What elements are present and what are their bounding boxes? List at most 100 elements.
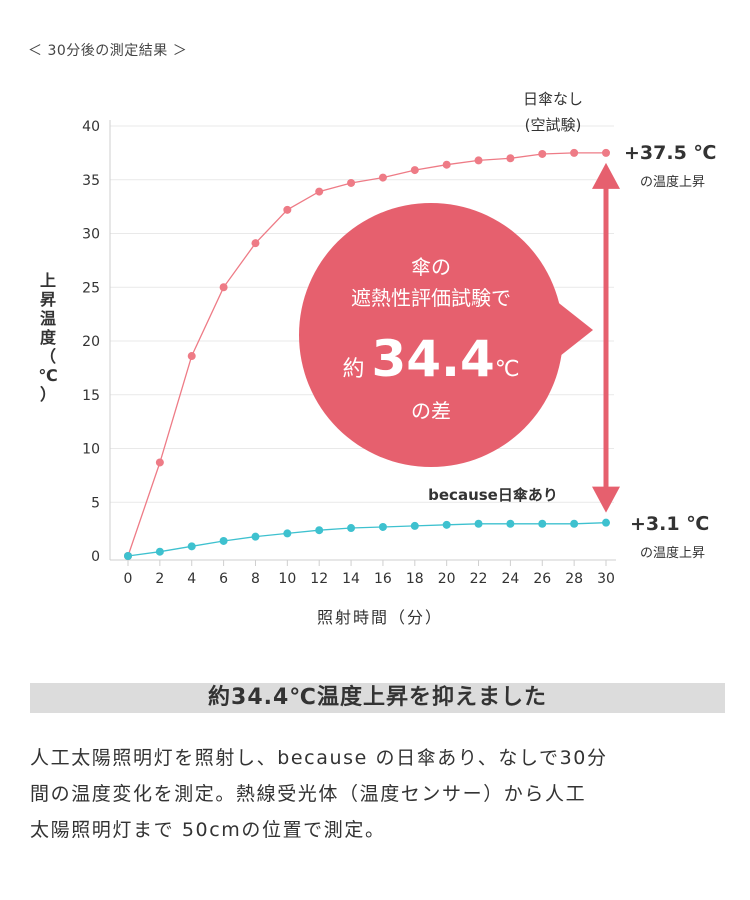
series-name-line: 日傘なし: [523, 90, 583, 108]
x-tick-label: 10: [278, 571, 296, 587]
y-axis-label-char: 昇: [40, 290, 56, 309]
x-tick-label: 8: [251, 571, 260, 587]
series-name-line: because日傘あり: [428, 486, 558, 504]
data-point: [506, 154, 515, 163]
data-point: [315, 526, 324, 535]
summary-description: 人工太陽照明灯を照射し、because の日傘あり、なしで30分 間の温度変化を…: [30, 740, 720, 848]
x-tick-label: 22: [470, 571, 488, 587]
data-point: [602, 518, 610, 527]
data-point: [347, 524, 356, 533]
difference-arrow: [592, 162, 620, 513]
data-point: [219, 283, 228, 292]
callout-number: 34.4: [371, 330, 494, 388]
summary-heading-bar: 約34.4℃温度上昇を抑えました: [30, 683, 725, 713]
x-tick-label: 30: [597, 571, 615, 587]
data-point: [442, 520, 451, 529]
arrow-head-down: [592, 486, 620, 513]
data-point: [155, 458, 164, 467]
x-tick-labels: 0 2 4 6 8 10 12 14 16 18 20 22 24 26 28 30: [124, 571, 615, 587]
x-tick-label: 0: [124, 571, 133, 587]
data-point: [219, 536, 228, 545]
x-tick-label: 12: [310, 571, 328, 587]
y-tick-label: 0: [91, 549, 100, 565]
series-end-value: +3.1 ℃: [630, 513, 709, 535]
y-axis-label-char: ）: [40, 385, 56, 404]
x-tick-label: 14: [342, 571, 360, 587]
data-point: [410, 166, 419, 175]
data-point: [283, 529, 292, 538]
y-tick-label: 5: [91, 495, 100, 511]
data-point: [187, 352, 196, 361]
x-tick-label: 6: [219, 571, 228, 587]
data-point: [570, 519, 579, 528]
callout-value: 約 34.4℃: [342, 330, 519, 388]
x-tick-label: 4: [187, 571, 196, 587]
data-point: [251, 532, 260, 541]
x-tick-label: 24: [501, 571, 519, 587]
page-title: ＜ 30分後の測定結果 ＞: [28, 43, 188, 59]
data-point: [474, 519, 483, 528]
y-tick-label: 30: [82, 227, 100, 243]
summary-heading: 約34.4℃温度上昇を抑えました: [208, 685, 547, 710]
x-tick-label: 20: [438, 571, 456, 587]
description-line: 太陽照明灯まで 50cmの位置で測定。: [30, 819, 386, 841]
y-axis-label-char: （: [40, 347, 56, 366]
x-tick-label: 18: [406, 571, 424, 587]
data-point: [474, 156, 483, 165]
series-end-sublabel: の温度上昇: [640, 174, 705, 190]
y-tick-label: 15: [82, 388, 100, 404]
data-point: [538, 519, 547, 528]
y-tick-label: 10: [82, 442, 100, 458]
y-tick-label: 25: [82, 280, 100, 296]
y-axis-label-char: 温: [39, 309, 56, 328]
y-tick-label: 35: [82, 173, 100, 189]
data-point: [602, 148, 610, 157]
x-tick-label: 26: [533, 571, 551, 587]
y-axis-label-char: 上: [40, 271, 56, 290]
callout-line-4: の差: [411, 399, 451, 423]
series-end-sublabel: の温度上昇: [640, 545, 705, 561]
y-tick-label: 40: [82, 119, 100, 135]
data-point: [283, 205, 292, 214]
data-point: [410, 521, 419, 530]
data-point: [506, 519, 515, 528]
data-point: [347, 178, 356, 187]
data-point: [124, 552, 132, 560]
arrow-head-up: [592, 162, 620, 189]
data-point: [570, 148, 579, 157]
callout-prefix: 約: [342, 357, 371, 382]
y-tick-labels: 0 5 10 15 20 25 30 35 40: [82, 119, 100, 565]
data-point: [315, 187, 324, 196]
data-point: [155, 547, 164, 556]
series-end-value: +37.5 ℃: [624, 142, 716, 164]
x-tick-label: 2: [155, 571, 164, 587]
chart-series: [124, 148, 610, 560]
description-line: 間の温度変化を測定。熱線受光体（温度センサー）から人工: [30, 783, 587, 805]
callout-unit: ℃: [495, 357, 520, 382]
data-point: [251, 239, 260, 248]
chart-axes: [109, 120, 616, 566]
data-point: [442, 160, 451, 169]
series-end-labels: 日傘なし (空試験) +37.5 ℃ の温度上昇 because日傘あり +3.1 ℃ の温…: [428, 90, 716, 561]
callout-pointer: [555, 300, 593, 360]
series-line: [127, 152, 606, 557]
callout-circle: [299, 203, 563, 467]
description-line: 人工太陽照明灯を照射し、because の日傘あり、なしで30分: [30, 747, 608, 769]
y-axis-label-char: 度: [40, 328, 57, 347]
y-tick-label: 20: [82, 334, 100, 350]
series-name-line: (空試験): [525, 116, 582, 134]
callout-line-2: 遮熱性評価試験で: [351, 286, 511, 310]
x-tick-label: 28: [565, 571, 583, 587]
x-tick-label: 16: [374, 571, 392, 587]
data-point: [378, 173, 387, 182]
data-point: [187, 542, 196, 551]
callout-line-1: 傘の: [411, 255, 451, 279]
y-axis-label-char: ℃: [38, 366, 57, 385]
x-axis-label: 照射時間（分）: [317, 608, 443, 627]
data-point: [378, 522, 387, 531]
series-line: [127, 522, 607, 557]
data-point: [538, 149, 547, 158]
